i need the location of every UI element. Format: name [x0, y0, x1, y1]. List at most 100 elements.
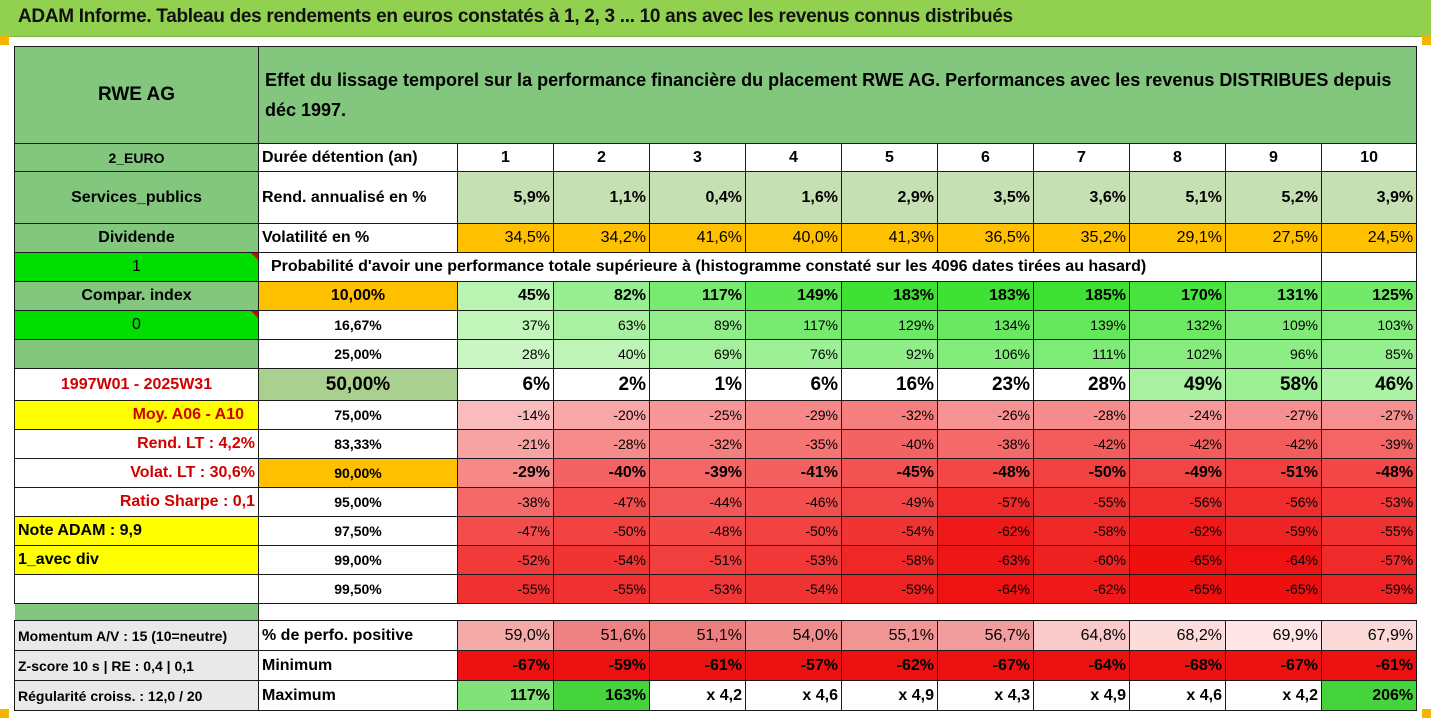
quantile-value: -27%	[1225, 400, 1322, 430]
quantile-value: -32%	[841, 400, 938, 430]
spacer-cell	[14, 603, 259, 621]
quantile-value: -55%	[1320, 516, 1418, 546]
quantile-value: -51%	[649, 545, 746, 575]
rend-value: 1,6%	[745, 171, 842, 224]
label-proba: Probabilité d'avoir une performance tota…	[258, 252, 1226, 282]
maximum-value: x 4,9	[841, 680, 938, 711]
vol-value: 40,0%	[745, 223, 842, 253]
quantile-value: -56%	[1225, 487, 1322, 517]
quantile-value: -64%	[1225, 545, 1322, 575]
perf-pos-value: 69,9%	[1225, 620, 1322, 651]
quantile-value: 63%	[553, 310, 650, 340]
quantile-label: 16,67%	[258, 310, 458, 340]
minimum-value: -67%	[457, 650, 554, 681]
quantile-value: -38%	[937, 429, 1034, 459]
sharpe-label: Ratio Sharpe : 0,1	[14, 487, 259, 517]
quantile-value: -38%	[457, 487, 554, 517]
quantile-value: 6%	[745, 368, 842, 401]
perf-pos-value: 59,0%	[457, 620, 554, 651]
rend-value: 1,1%	[553, 171, 650, 224]
quantile-value: -53%	[1320, 487, 1418, 517]
quantile-label: 10,00%	[258, 281, 458, 311]
minimum-value: -61%	[649, 650, 746, 681]
quantile-value: -50%	[553, 516, 650, 546]
quantile-value: -42%	[1225, 429, 1322, 459]
rend-value: 5,1%	[1129, 171, 1226, 224]
quantile-value: 46%	[1320, 368, 1418, 401]
minimum-value: -62%	[841, 650, 938, 681]
quantile-value: 23%	[937, 368, 1034, 401]
quantile-value: 183%	[841, 281, 938, 311]
year-header: 4	[745, 143, 842, 172]
quantile-label: 75,00%	[258, 400, 458, 430]
year-header: 1	[457, 143, 554, 172]
moy-label: Moy. A06 - A10	[14, 400, 259, 430]
vol-value: 35,2%	[1033, 223, 1130, 253]
quantile-value: 134%	[937, 310, 1034, 340]
label-maximum: Maximum	[258, 680, 458, 711]
rend-value: 2,9%	[841, 171, 938, 224]
dividend-label: Dividende	[14, 223, 259, 253]
table-description: Effet du lissage temporel sur la perform…	[257, 46, 1418, 144]
empty-cell	[14, 339, 259, 369]
label-duree: Durée détention (an)	[258, 143, 458, 172]
quantile-value: -64%	[937, 574, 1034, 604]
minimum-value: -61%	[1320, 650, 1418, 681]
quantile-value: -29%	[457, 458, 554, 488]
perf-pos-value: 51,6%	[553, 620, 650, 651]
quantile-value: 129%	[841, 310, 938, 340]
label-rend: Rend. annualisé en %	[258, 171, 458, 224]
year-header: 10	[1320, 143, 1418, 172]
quantile-value: -58%	[1033, 516, 1130, 546]
quantile-value: -57%	[1320, 545, 1418, 575]
quantile-value: -48%	[1320, 458, 1418, 488]
quantile-value: -39%	[1320, 429, 1418, 459]
quantile-value: -21%	[457, 429, 554, 459]
quantile-value: -14%	[457, 400, 554, 430]
quantile-label: 50,00%	[258, 368, 458, 401]
quantile-value: -63%	[937, 545, 1034, 575]
empty-cell	[1225, 252, 1322, 282]
quantile-value: 170%	[1129, 281, 1226, 311]
label-minimum: Minimum	[258, 650, 458, 681]
quantile-value: -53%	[745, 545, 842, 575]
quantile-value: -46%	[745, 487, 842, 517]
quantile-value: -27%	[1320, 400, 1418, 430]
quantile-value: -48%	[649, 516, 746, 546]
quantile-value: -62%	[1129, 516, 1226, 546]
quantile-value: 102%	[1129, 339, 1226, 369]
title-bar: ADAM Informe. Tableau des rendements en …	[0, 0, 1431, 37]
quantile-value: -24%	[1129, 400, 1226, 430]
zscore-label: Z-score 10 s | RE : 0,4 | 0,1	[14, 650, 259, 681]
quantile-label: 90,00%	[258, 458, 458, 488]
quantile-value: 37%	[457, 310, 554, 340]
quantile-value: 45%	[457, 281, 554, 311]
quantile-value: -53%	[649, 574, 746, 604]
vol-value: 36,5%	[937, 223, 1034, 253]
corner-marker	[1422, 709, 1431, 718]
corner-marker	[0, 36, 9, 45]
perf-pos-value: 54,0%	[745, 620, 842, 651]
quantile-value: 109%	[1225, 310, 1322, 340]
rend-value: 3,6%	[1033, 171, 1130, 224]
vol-value: 34,5%	[457, 223, 554, 253]
compar-index-label: Compar. index	[14, 281, 259, 311]
quantile-value: 1%	[649, 368, 746, 401]
maximum-value: x 4,2	[649, 680, 746, 711]
perf-pos-value: 67,9%	[1320, 620, 1418, 651]
rend-value: 5,2%	[1225, 171, 1322, 224]
quantile-value: -39%	[649, 458, 746, 488]
maximum-value: x 4,6	[1129, 680, 1226, 711]
quantile-value: 131%	[1225, 281, 1322, 311]
corner-marker	[1422, 36, 1431, 45]
rend-value: 3,5%	[937, 171, 1034, 224]
quantile-value: -41%	[745, 458, 842, 488]
quantile-value: -51%	[1225, 458, 1322, 488]
vol-value: 41,6%	[649, 223, 746, 253]
year-header: 3	[649, 143, 746, 172]
perf-pos-value: 56,7%	[937, 620, 1034, 651]
perf-pos-value: 68,2%	[1129, 620, 1226, 651]
quantile-value: -20%	[553, 400, 650, 430]
quantile-value: 28%	[457, 339, 554, 369]
performance-table: RWE AG Effet du lissage temporel sur la p…	[14, 46, 1418, 711]
